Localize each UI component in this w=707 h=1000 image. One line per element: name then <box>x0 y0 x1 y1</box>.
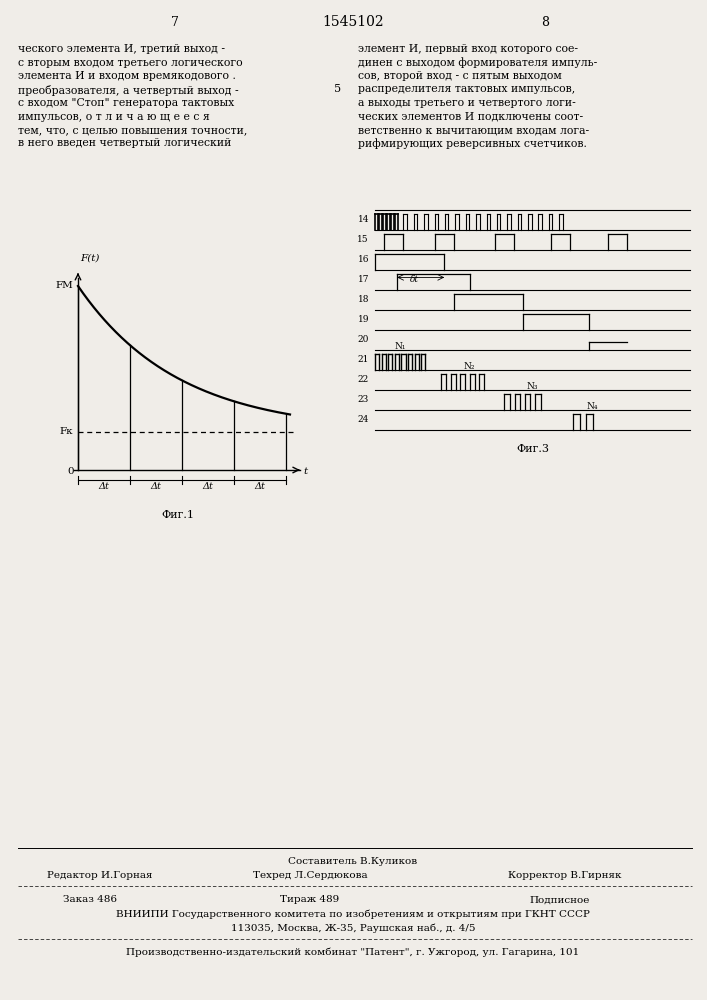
Text: тем, что, с целью повышения точности,: тем, что, с целью повышения точности, <box>18 125 247 135</box>
Text: рифмирующих реверсивных счетчиков.: рифмирующих реверсивных счетчиков. <box>358 138 587 149</box>
Text: ВНИИПИ Государственного комитета по изобретениям и открытиям при ГКНТ СССР: ВНИИПИ Государственного комитета по изоб… <box>116 909 590 919</box>
Text: 0: 0 <box>67 468 74 477</box>
Text: 18: 18 <box>358 296 369 304</box>
Text: Подписное: Подписное <box>530 896 590 904</box>
Text: с вторым входом третьего логического: с вторым входом третьего логического <box>18 57 243 68</box>
Text: N₂: N₂ <box>464 362 475 371</box>
Text: 14: 14 <box>358 216 369 225</box>
Text: 17: 17 <box>358 275 369 284</box>
Text: элемента И и входом времякодового .: элемента И и входом времякодового . <box>18 71 236 81</box>
Text: импульсов, о т л и ч а ю щ е е с я: импульсов, о т л и ч а ю щ е е с я <box>18 111 210 121</box>
Text: t: t <box>303 468 307 477</box>
Text: Производственно-издательский комбинат "Патент", г. Ужгород, ул. Гагарина, 101: Производственно-издательский комбинат "П… <box>127 947 580 957</box>
Text: ческого элемента И, третий выход -: ческого элемента И, третий выход - <box>18 44 225 54</box>
Text: распределителя тактовых импульсов,: распределителя тактовых импульсов, <box>358 85 575 95</box>
Text: 21: 21 <box>358 356 369 364</box>
Text: Fк: Fк <box>59 428 73 436</box>
Text: ветственно к вычитающим входам лога-: ветственно к вычитающим входам лога- <box>358 125 589 135</box>
Text: Фиг.1: Фиг.1 <box>161 510 194 520</box>
Text: в него введен четвертый логический: в него введен четвертый логический <box>18 138 231 148</box>
Text: 8: 8 <box>541 15 549 28</box>
Text: 24: 24 <box>358 416 369 424</box>
Text: 16: 16 <box>358 255 369 264</box>
Text: Δt: Δt <box>98 482 110 491</box>
Text: с входом "Стоп" генератора тактовых: с входом "Стоп" генератора тактовых <box>18 98 234 108</box>
Text: Δt: Δt <box>255 482 265 491</box>
Text: FМ: FМ <box>55 282 73 290</box>
Text: 22: 22 <box>358 375 369 384</box>
Text: ческих элементов И подключены соот-: ческих элементов И подключены соот- <box>358 111 583 121</box>
Text: N₄: N₄ <box>587 402 598 411</box>
Text: N₃: N₃ <box>527 382 538 391</box>
Text: Фиг.3: Фиг.3 <box>516 444 549 454</box>
Text: 15: 15 <box>357 235 369 244</box>
Text: Составитель В.Куликов: Составитель В.Куликов <box>288 857 418 866</box>
Text: 7: 7 <box>171 15 179 28</box>
Text: 20: 20 <box>358 336 369 344</box>
Text: 113035, Москва, Ж-35, Раушская наб., д. 4/5: 113035, Москва, Ж-35, Раушская наб., д. … <box>230 923 475 933</box>
Text: Корректор В.Гирняк: Корректор В.Гирняк <box>508 871 621 880</box>
Text: δt: δt <box>409 275 419 284</box>
Text: N₁: N₁ <box>395 342 406 351</box>
Text: Тираж 489: Тираж 489 <box>281 896 339 904</box>
Text: динен с выходом формирователя импуль-: динен с выходом формирователя импуль- <box>358 57 597 68</box>
Text: Заказ 486: Заказ 486 <box>63 896 117 904</box>
Text: Δt: Δt <box>151 482 161 491</box>
Text: преобразователя, а четвертый выход -: преобразователя, а четвертый выход - <box>18 85 239 96</box>
Text: сов, второй вход - с пятым выходом: сов, второй вход - с пятым выходом <box>358 71 562 81</box>
Text: 19: 19 <box>358 316 369 324</box>
Text: Редактор И.Горная: Редактор И.Горная <box>47 871 153 880</box>
Text: F(t): F(t) <box>80 254 100 263</box>
Text: 5: 5 <box>334 85 341 95</box>
Text: 1545102: 1545102 <box>322 15 384 29</box>
Text: а выходы третьего и четвертого логи-: а выходы третьего и четвертого логи- <box>358 98 575 108</box>
Text: Δt: Δt <box>203 482 214 491</box>
Text: элемент И, первый вход которого сое-: элемент И, первый вход которого сое- <box>358 44 578 54</box>
Text: 23: 23 <box>358 395 369 404</box>
Text: Техред Л.Сердюкова: Техред Л.Сердюкова <box>252 871 368 880</box>
